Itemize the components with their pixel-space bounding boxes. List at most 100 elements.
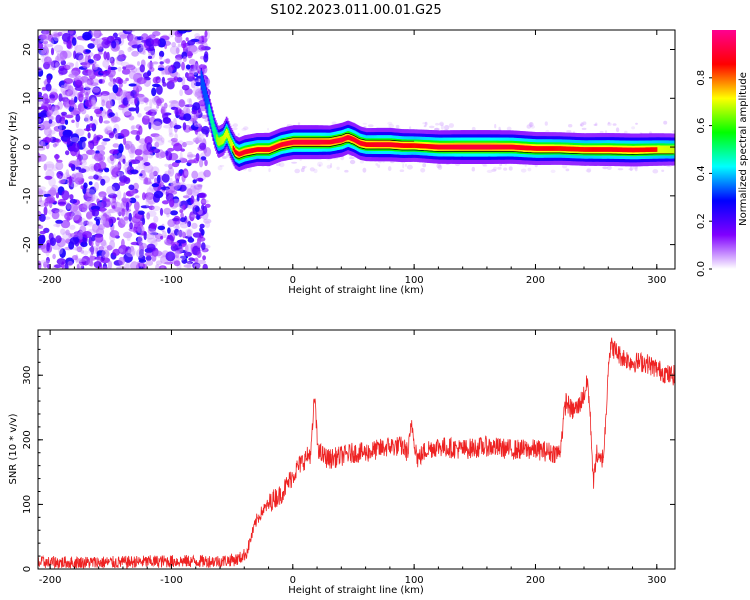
noise-blob [81,141,87,149]
faint-blob [402,163,405,169]
ridge-cell [577,146,579,152]
noise-blob [202,263,208,269]
noise-blob [168,163,173,170]
ridge-cell [442,144,444,150]
faint-blob [661,169,665,172]
noise-blob [92,208,100,217]
noise-blob [130,261,139,269]
ridge-cell [366,142,369,147]
noise-blob [44,161,55,171]
noise-blob [108,112,115,117]
faint-blob [612,123,617,126]
ridge-cell [269,146,272,152]
ridge-cell [286,141,288,146]
noise-blob [193,72,199,77]
noise-blob [38,96,45,106]
ridge-cell [354,138,357,143]
ridge-cell [486,144,489,150]
colorbar-bar [712,30,736,269]
noise-blob [51,104,60,111]
noise-blob [181,84,190,91]
noise-blob [58,67,68,75]
ridge-cell [316,139,318,145]
ridge-cell [582,147,584,152]
ridge-cell [384,142,386,147]
noise-blob [154,177,158,184]
noise-blob [184,244,189,253]
ridge-cell [360,141,363,146]
noise-blob [61,91,70,99]
ridge-cell [470,144,472,150]
noise-blob [65,229,70,236]
noise-blob [49,237,57,247]
faint-blob [520,168,527,173]
faint-blob [448,123,454,128]
faint-blob [528,122,534,127]
ridge-cell [632,147,635,153]
noise-blob [148,44,155,52]
noise-blob [98,246,105,251]
noise-blob [118,244,128,255]
faint-blob [628,168,634,171]
ridge-cell [203,82,206,99]
ridge-cell [600,147,603,152]
noise-blob [166,80,175,90]
noise-blob [94,38,104,44]
ridge-cell [229,138,232,147]
noise-blob [90,245,95,255]
noise-blob [123,164,131,171]
ridge-cell [558,146,561,151]
ridge-cell [642,147,644,153]
faint-blob [221,156,227,160]
ridge-cell [215,129,217,142]
noise-blob [171,242,176,247]
noise-blob [195,137,199,145]
ridge-cell [452,144,454,150]
noise-blob [199,136,205,144]
ridge-cell [294,139,297,145]
noise-blob [198,192,207,199]
ridge-cell [415,143,417,148]
noise-blob [152,76,161,84]
noise-blob [50,47,55,56]
noise-blob [151,38,161,47]
y-tick-label: 300 [22,366,33,385]
faint-blob [527,167,532,172]
noise-blob [80,265,85,269]
y-tick-label: -10 [22,188,33,204]
noise-blob [160,106,166,115]
ridge-cell [573,146,575,152]
noise-blob [155,139,165,146]
noise-blob [82,147,89,152]
noise-blob [151,113,155,118]
noise-blob [43,163,47,171]
ridge-cell [517,145,519,150]
noise-blob [123,263,130,269]
ridge-cell [244,149,246,155]
ridge-cell [362,141,365,147]
ridge-cell [418,143,420,149]
ridge-cell [449,144,451,150]
faint-blob [562,164,568,169]
noise-blob [69,198,78,204]
noise-blob [96,43,104,50]
ridge-cell [627,147,630,153]
noise-blob [74,172,84,182]
noise-blob [102,212,108,219]
ridge-cell [437,144,439,150]
noise-blob [148,205,155,211]
faint-blob [568,124,573,128]
ridge-cell [480,144,482,150]
ridge-cell [252,148,254,153]
noise-blob [109,73,114,82]
ridge-cell [351,136,353,142]
noise-blob [151,87,157,97]
ridge-cell [463,144,466,150]
noise-blob [92,223,100,233]
noise-blob [137,225,145,234]
ridge-cell [565,146,568,152]
ridge-cell [410,143,412,148]
noise-blob [186,220,192,228]
noise-blob [203,218,212,224]
ridge-cell [519,145,521,150]
